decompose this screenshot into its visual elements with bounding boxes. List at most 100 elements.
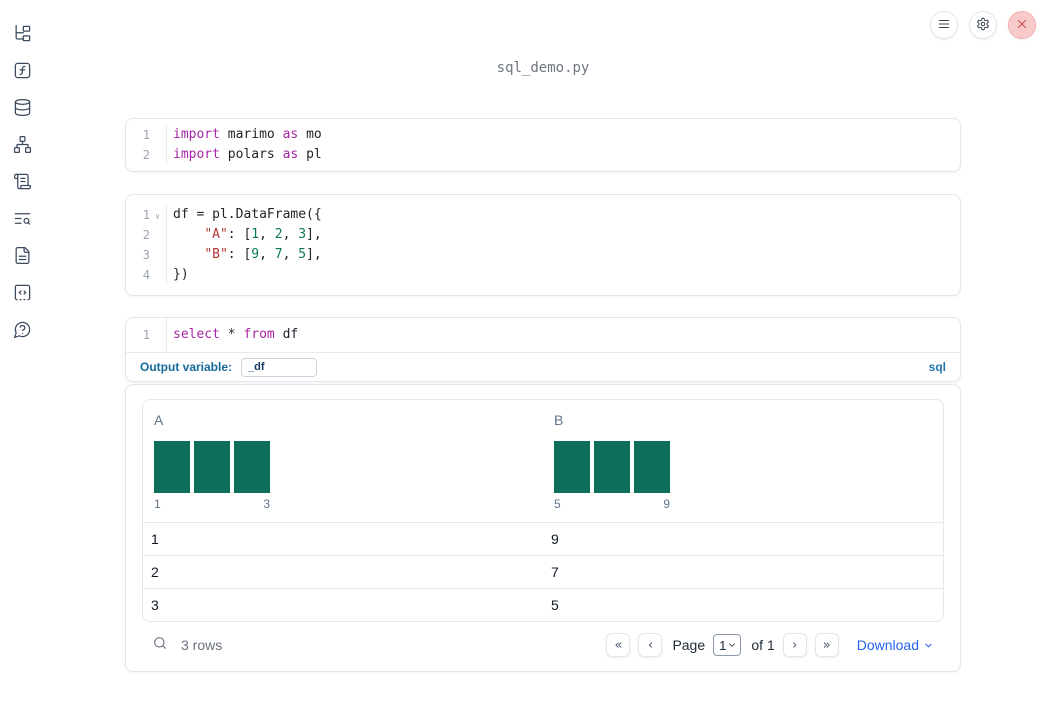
code-cell-dataframe[interactable]: 1 ∨ df = pl.DataFrame({2 "A": [1, 2, 3], 3 … [125,194,961,296]
column-label: B [554,412,564,428]
notebook-content: sql_demo.py 1 import marimo as mo 2 import … [125,0,961,672]
sidebar [0,24,44,341]
hist-min-label: 1 [154,497,161,511]
function-icon [13,61,32,83]
row-count: 3 rows [181,637,223,653]
notebook-actions [930,11,1036,39]
code-cell-imports[interactable]: 1 import marimo as mo 2 import polars as pl [125,118,961,172]
histogram-ticks: 1 3 [154,497,270,512]
database-icon [13,98,32,120]
page-of-label: of 1 [751,637,775,653]
column-header-a[interactable]: A 1 3 [143,400,543,522]
chevron-down-icon [729,643,736,647]
sidebar-item-database[interactable] [12,98,32,120]
settings-button[interactable] [969,11,997,39]
code-line[interactable]: 1 ∨ df = pl.DataFrame({ [126,205,960,225]
help-chat-icon [13,320,32,342]
code-line[interactable]: 4}) [126,265,960,285]
code-snippets-icon [13,283,32,305]
output-variable-input[interactable] [241,357,318,377]
gutter-divider [166,125,167,165]
sidebar-item-help[interactable] [12,321,32,341]
table-cell: 5 [551,597,559,613]
sidebar-item-dependency-graph[interactable] [12,135,32,157]
code-line[interactable]: 3 "B": [9, 7, 5], [126,245,960,265]
download-button[interactable]: Download [857,637,934,653]
code-line[interactable]: 1 select * from df [126,325,960,345]
code-text: df = pl.DataFrame({ [173,207,322,222]
text-search-icon [13,209,32,231]
notebook-title: sql_demo.py [496,60,590,76]
sql-cell[interactable]: 1 select * from df Output variable: sql [125,317,961,382]
line-number: 4 [142,268,150,282]
table-cell: 9 [551,531,559,547]
code-editor[interactable]: 1 import marimo as mo 2 import polars as pl [126,125,960,165]
code-text: import marimo as mo [173,127,322,142]
histogram-bar [634,441,670,493]
table-header: A 1 3 B 5 9 [143,400,943,522]
close-icon [1015,17,1029,34]
output-variable-label: Output variable: [140,360,233,374]
sidebar-item-text-search[interactable] [12,210,32,230]
last-page-button[interactable]: » [814,633,839,657]
code-text: "B": [9, 7, 5], [204,247,322,262]
code-line[interactable]: 1 import marimo as mo [126,125,960,145]
page-select[interactable]: 1 [713,634,742,656]
menu-button[interactable] [930,11,958,39]
fold-chevron-icon[interactable]: ∨ [155,212,160,221]
column-header-b[interactable]: B 5 9 [543,400,943,522]
line-number: 1 [142,128,150,142]
histogram-bar [554,441,590,493]
chevron-down-icon [925,643,932,647]
scroll-icon [13,172,32,194]
table-cell: 3 [151,597,159,613]
code-editor[interactable]: 1 ∨ df = pl.DataFrame({2 "A": [1, 2, 3], 3 … [126,205,960,285]
sidebar-item-document[interactable] [12,246,32,267]
page-label: Page [672,637,706,653]
column-histogram [554,441,932,493]
gutter-divider [166,205,167,285]
file-tree-icon [13,24,32,46]
histogram-bar [154,441,190,493]
code-line[interactable]: 2 "A": [1, 2, 3], [126,225,960,245]
sidebar-item-function[interactable] [12,62,32,82]
histogram-bar [234,441,270,493]
histogram-bar [194,441,230,493]
download-label: Download [856,637,919,653]
code-text: "A": [1, 2, 3], [204,227,322,242]
code-editor[interactable]: 1 select * from df [126,318,960,352]
hamburger-menu-icon [937,17,951,34]
table-cell: 1 [151,531,159,547]
table-footer: 3 rows « ‹ Page 1 of 1 › » Download [142,622,944,668]
histogram-bar [594,441,630,493]
column-histogram [154,441,532,493]
gear-icon [976,17,990,34]
code-line[interactable]: 2 import polars as pl [126,145,960,165]
network-icon [13,135,32,157]
hist-min-label: 5 [554,497,561,511]
line-number: 2 [142,148,150,162]
pagination: « ‹ Page 1 of 1 › » Download [606,633,934,657]
code-text: import polars as pl [173,147,322,162]
hist-max-label: 9 [663,497,670,511]
search-icon[interactable] [152,635,168,656]
sidebar-item-logs[interactable] [12,173,32,193]
prev-page-button[interactable]: ‹ [638,633,663,657]
hist-max-label: 3 [263,497,270,511]
first-page-button[interactable]: « [606,633,631,657]
table-cell: 7 [551,564,559,580]
shutdown-button[interactable] [1008,11,1036,39]
next-page-button[interactable]: › [782,633,807,657]
line-number: 3 [142,248,150,262]
histogram-ticks: 5 9 [554,497,670,512]
table-cell: 2 [151,564,159,580]
sidebar-item-file-tree[interactable] [12,24,32,46]
code-text: select * from df [173,327,299,342]
sidebar-item-snippets[interactable] [12,284,32,304]
